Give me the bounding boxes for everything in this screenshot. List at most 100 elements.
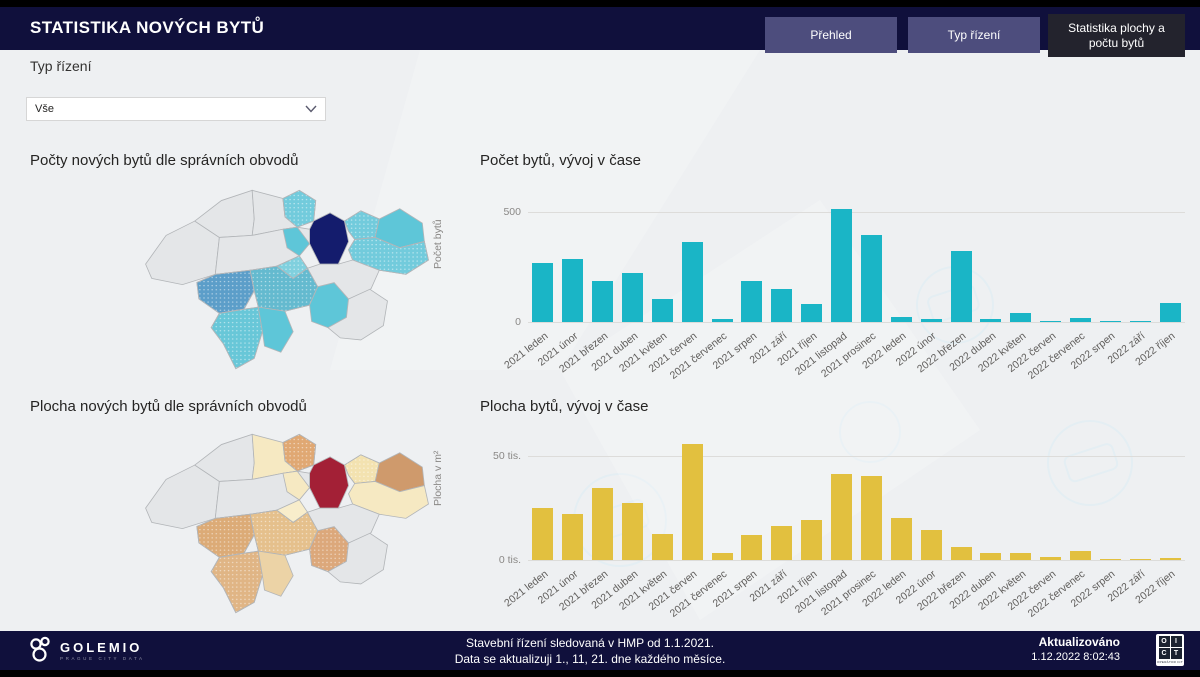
bar-2022-květen[interactable] — [1010, 312, 1032, 322]
oict-letter: O — [1158, 636, 1170, 647]
chart-pocet-bytu: Počet bytů, vývoj v čase Počet bytů 0 500 2… — [432, 152, 1192, 382]
footer-note-line2: Data se aktualizuji 1., 11, 21. dne každ… — [454, 652, 726, 666]
bar-2021-prosinec[interactable] — [860, 234, 882, 322]
map-region-center-small-1[interactable] — [282, 470, 311, 501]
footer-bar: GOLEMIO PRAGUE CITY DATA Stavební řízení… — [0, 631, 1200, 670]
bar-2022-březen[interactable] — [950, 251, 972, 322]
oict-subtitle: OPERÁTOR ICT — [1156, 660, 1184, 664]
tab-statistika-plochy-active[interactable]: Statistika plochy a počtu bytů — [1048, 14, 1185, 57]
oict-letter: T — [1170, 648, 1182, 659]
bar-2022-říjen[interactable] — [1159, 557, 1181, 560]
y-tick-label: 0 tis. — [498, 554, 521, 566]
tab-prehled[interactable]: Přehled — [765, 17, 897, 53]
map-region-se-far[interactable] — [327, 532, 388, 585]
bar-2022-březen[interactable] — [950, 547, 972, 560]
map-region-south-central[interactable] — [249, 265, 319, 312]
map-region-nw[interactable] — [145, 464, 220, 530]
bar-2021-březen[interactable] — [592, 488, 614, 560]
map-region-ne-inner[interactable] — [343, 454, 380, 484]
bar-2021-září[interactable] — [771, 289, 793, 322]
bar-2021-květen[interactable] — [651, 534, 673, 560]
tab-typ-rizeni[interactable]: Typ řízení — [908, 17, 1040, 53]
map-region-ne-inner[interactable] — [343, 210, 380, 240]
bar-2022-únor[interactable] — [920, 319, 942, 322]
bar-2022-červenec[interactable] — [1069, 317, 1091, 322]
bar-2022-červenec[interactable] — [1069, 551, 1091, 560]
y-tick-label: 50 tis. — [492, 450, 521, 462]
bar-2021-listopad[interactable] — [831, 473, 853, 560]
map-region-center[interactable] — [309, 212, 349, 265]
chart-plocha-bytu: Plocha bytů, vývoj v čase Plocha v m² 0 t… — [432, 398, 1192, 623]
golemio-logo: GOLEMIO PRAGUE CITY DATA — [28, 636, 145, 664]
footer-updated: Aktualizováno 1.12.2022 8:02:43 — [1031, 635, 1120, 663]
bar-2021-září[interactable] — [771, 526, 793, 560]
map-region-south-lobe[interactable] — [210, 550, 263, 614]
bar-2021-červen[interactable] — [681, 443, 703, 560]
bar-2021-říjen[interactable] — [801, 303, 823, 322]
bar-2022-září[interactable] — [1129, 320, 1151, 322]
bar-2022-leden[interactable] — [890, 517, 912, 560]
map-region-se-far[interactable] — [327, 288, 388, 341]
y-tick-label: 0 — [515, 316, 521, 328]
bar-2021-leden[interactable] — [532, 508, 554, 560]
bar-2022-únor[interactable] — [920, 529, 942, 560]
map-area-title: Plocha nových bytů dle správních obvodů — [30, 398, 307, 415]
gridline — [528, 211, 1185, 213]
golemio-wordmark: GOLEMIO — [60, 639, 143, 655]
bar-2021-únor[interactable] — [562, 259, 584, 322]
typ-rizeni-dropdown[interactable]: Vše — [26, 97, 326, 121]
map-region-east[interactable] — [348, 481, 429, 519]
bar-2022-duben[interactable] — [980, 318, 1002, 322]
bar-2022-duben[interactable] — [980, 552, 1002, 560]
map-area — [135, 422, 437, 627]
plot-area: 0 500 — [503, 203, 1185, 328]
map-region-south-mid[interactable] — [257, 306, 294, 353]
bar-2021-červenec[interactable] — [711, 553, 733, 560]
bar-2022-říjen[interactable] — [1159, 302, 1181, 322]
chart-plocha-bytu-title: Plocha bytů, vývoj v čase — [480, 398, 649, 415]
bar-2022-květen[interactable] — [1010, 552, 1032, 560]
footer-note: Stavební řízení sledovaná v HMP od 1.1.2… — [360, 635, 820, 667]
bar-2022-leden[interactable] — [890, 317, 912, 322]
bar-2022-červen[interactable] — [1040, 557, 1062, 560]
footer-note-line1: Stavební řízení sledovaná v HMP od 1.1.2… — [466, 636, 714, 650]
chart-pocet-bytu-title: Počet bytů, vývoj v čase — [480, 152, 641, 169]
map-region-center-small-1[interactable] — [282, 226, 311, 257]
bar-2021-březen[interactable] — [592, 281, 614, 322]
bar-2021-říjen[interactable] — [801, 520, 823, 560]
oict-letter: C — [1158, 648, 1170, 659]
map-region-east-belt[interactable] — [306, 259, 380, 300]
bar-2021-červenec[interactable] — [711, 318, 733, 322]
top-frame — [0, 0, 1200, 7]
oict-logo: O I C T OPERÁTOR ICT — [1156, 634, 1184, 666]
page-title: STATISTIKA NOVÝCH BYTŮ — [30, 18, 265, 37]
updated-timestamp: 1.12.2022 8:02:43 — [1031, 651, 1120, 663]
bar-2021-listopad[interactable] — [831, 208, 853, 322]
bar-2021-červen[interactable] — [681, 242, 703, 322]
map-region-center[interactable] — [309, 456, 349, 509]
bar-2021-srpen[interactable] — [741, 535, 763, 560]
bar-2022-září[interactable] — [1129, 558, 1151, 560]
bar-2021-duben[interactable] — [622, 272, 644, 322]
map-region-south-mid[interactable] — [257, 550, 294, 597]
map-region-south-lobe[interactable] — [210, 306, 263, 370]
bar-2022-červen[interactable] — [1040, 320, 1062, 322]
bar-2021-květen[interactable] — [651, 299, 673, 322]
header-bar: STATISTIKA NOVÝCH BYTŮ Přehled Typ řízen… — [0, 7, 1200, 57]
map-counts — [135, 178, 437, 383]
bar-2021-prosinec[interactable] — [860, 476, 882, 560]
chevron-down-icon — [305, 105, 317, 113]
dropdown-value: Vše — [35, 103, 54, 115]
bar-2022-srpen[interactable] — [1099, 321, 1121, 322]
map-region-nw[interactable] — [145, 220, 220, 286]
bar-2021-duben[interactable] — [622, 502, 644, 560]
map-region-south-central[interactable] — [249, 509, 319, 556]
map-region-east-belt[interactable] — [306, 503, 380, 544]
bar-2021-leden[interactable] — [532, 263, 554, 322]
bar-2022-srpen[interactable] — [1099, 558, 1121, 560]
y-tick-label: 500 — [503, 205, 521, 218]
oict-letter: I — [1170, 636, 1182, 647]
bar-2021-únor[interactable] — [562, 514, 584, 560]
bar-2021-srpen[interactable] — [741, 280, 763, 322]
